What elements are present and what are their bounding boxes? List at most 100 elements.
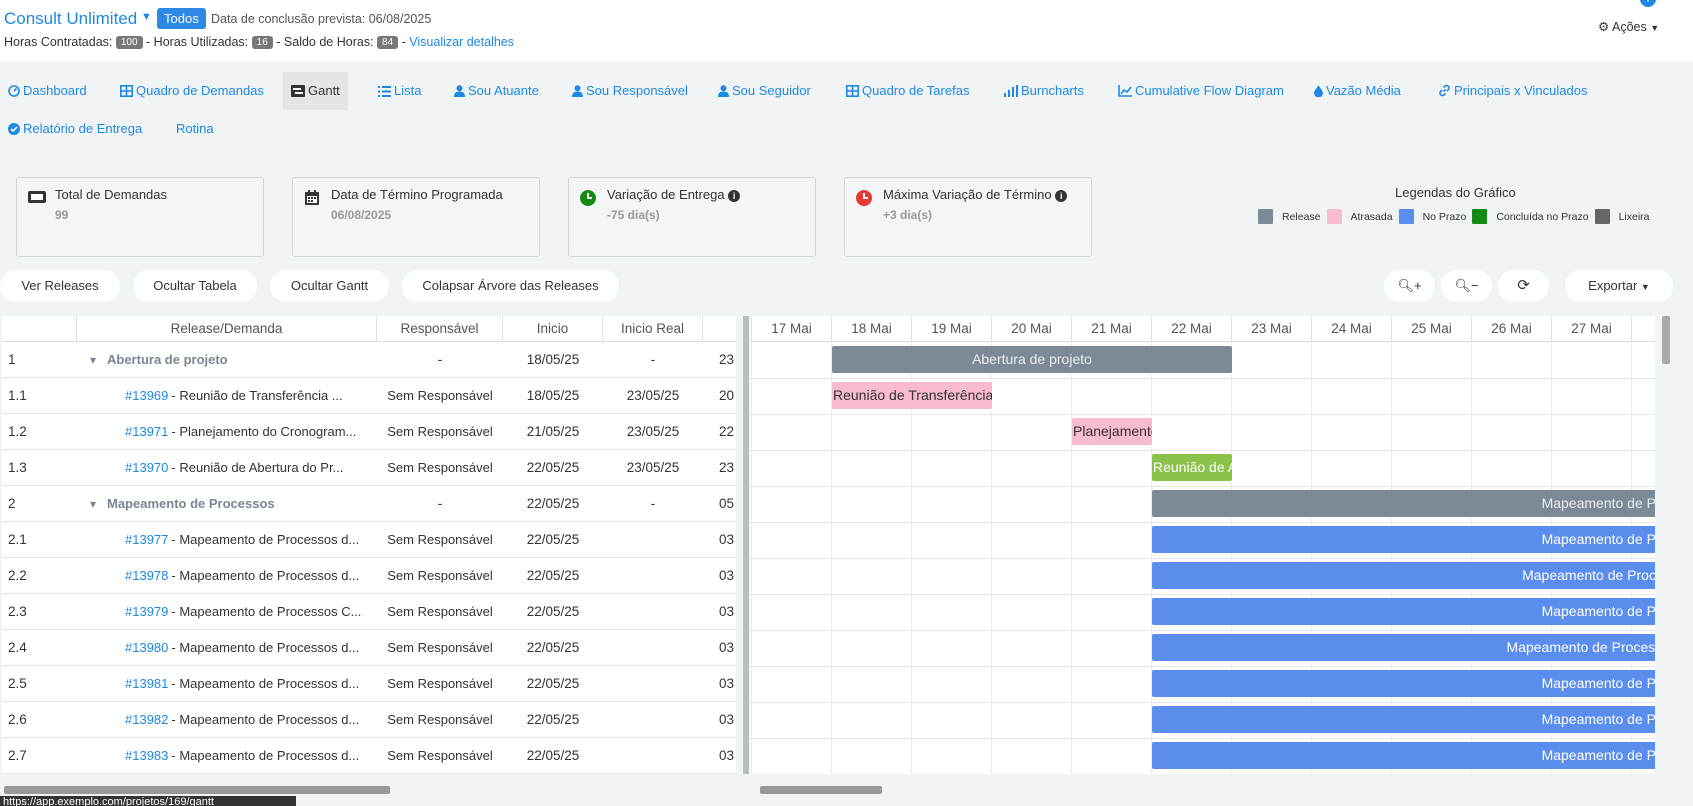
row-divider: [750, 594, 1655, 595]
responsible: Sem Responsável: [387, 460, 493, 475]
demand-id-link[interactable]: #13979: [125, 604, 169, 619]
zoom-in-button[interactable]: 🔍︎+: [1384, 270, 1435, 302]
start-date: 22/05/25: [526, 748, 580, 763]
refresh-button[interactable]: ⟳: [1498, 270, 1549, 302]
grid-header-responsible[interactable]: Responsável: [377, 316, 503, 342]
tab-cumulative-flow-diagram[interactable]: Cumulative Flow Diagram: [1110, 72, 1292, 110]
row-divider: [750, 630, 1655, 631]
grid-header-end[interactable]: [703, 316, 736, 342]
user-icon: [572, 83, 586, 98]
demand-id-link[interactable]: #13978: [125, 568, 169, 583]
caret-down-icon: ▼: [1640, 282, 1650, 292]
tab-vazao-media[interactable]: Vazão Média: [1306, 72, 1409, 110]
grid-header-start[interactable]: Inicio: [503, 316, 603, 342]
table-row[interactable]: 2.1 #13977- Mapeamento de Processos d... S…: [2, 522, 736, 558]
tab-principais-x-vinculados[interactable]: Principais x Vinculados: [1430, 72, 1595, 110]
tab-burncharts[interactable]: Burncharts: [996, 72, 1092, 110]
gantt-scrollbar-thumb[interactable]: [760, 786, 882, 794]
expand-toggle-icon[interactable]: ▾: [90, 353, 97, 367]
demand-id-link[interactable]: #13982: [125, 712, 169, 727]
end-date-partial: 23: [719, 352, 735, 367]
tab-rotina[interactable]: Rotina: [168, 110, 222, 148]
table-row[interactable]: 2.2 #13978- Mapeamento de Processos d... S…: [2, 558, 736, 594]
release-row[interactable]: 2 ▾ Mapeamento de Processos - 22/05/25 - 05: [2, 486, 736, 522]
info-icon[interactable]: i: [1055, 190, 1068, 202]
hide-gantt-button[interactable]: Ocultar Gantt: [270, 270, 389, 302]
chevron-down-icon[interactable]: ▼: [141, 11, 152, 23]
hide-table-button[interactable]: Ocultar Tabela: [133, 270, 257, 302]
task-bar[interactable]: Mapeamento de Processos: [1152, 526, 1655, 553]
task-bar[interactable]: Planejamento: [1072, 418, 1152, 445]
task-bar[interactable]: Mapeamento de Processos de: [1152, 562, 1655, 589]
demand-id-link[interactable]: #13977: [125, 532, 169, 547]
grid-scrollbar-thumb[interactable]: [4, 786, 390, 794]
grid-header-release[interactable]: Release/Demanda: [77, 316, 377, 342]
gantt-vscroll-thumb[interactable]: [1662, 316, 1670, 364]
legend-label: Lixeira: [1618, 211, 1650, 223]
tab-sou-responsavel[interactable]: Sou Responsável: [564, 72, 696, 110]
release-row[interactable]: 1 ▾ Abertura de projeto - 18/05/25 - 23: [2, 342, 736, 378]
demand-id-link[interactable]: #13969: [125, 388, 169, 403]
filter-badge[interactable]: Todos: [157, 8, 206, 29]
status-url: https://app.exemplo.com/projetos/169/gan…: [0, 796, 296, 806]
timeline-day: 17 Mai: [752, 316, 832, 342]
timeline-day: 24 Mai: [1312, 316, 1392, 342]
bar-chart-icon: [1004, 83, 1021, 98]
demand-id-link[interactable]: #13983: [125, 748, 169, 763]
table-row[interactable]: 2.4 #13980- Mapeamento de Processos d... S…: [2, 630, 736, 666]
release-name[interactable]: Abertura de projeto: [107, 352, 228, 367]
actions-label: Ações: [1612, 20, 1647, 34]
table-row[interactable]: 1.1 #13969- Reunião de Transferência ... S…: [2, 378, 736, 414]
info-icon[interactable]: i: [728, 190, 741, 202]
table-row[interactable]: 2.6 #13982- Mapeamento de Processos d... S…: [2, 702, 736, 738]
task-bar[interactable]: Reunião de Transferência: [832, 382, 992, 409]
demand-id-link[interactable]: #13970: [125, 460, 169, 475]
panel-splitter[interactable]: [743, 316, 749, 774]
info-icon[interactable]: i: [1640, 0, 1656, 7]
grid-header-real-start[interactable]: Inicio Real: [603, 316, 703, 342]
demand-id-link[interactable]: #13980: [125, 640, 169, 655]
details-link[interactable]: Visualizar detalhes: [409, 35, 514, 49]
tab-sou-atuante[interactable]: Sou Atuante: [446, 72, 547, 110]
task-bar[interactable]: Mapeamento de Processos: [1152, 706, 1655, 733]
responsible: Sem Responsável: [387, 568, 493, 583]
export-button[interactable]: Exportar ▼: [1565, 270, 1673, 302]
table-row[interactable]: 1.2 #13971- Planejamento do Cronogram... S…: [2, 414, 736, 450]
tab-sou-seguidor[interactable]: Sou Seguidor: [710, 72, 819, 110]
tab-quadro-de-tarefas[interactable]: Quadro de Tarefas: [838, 72, 977, 110]
release-bar[interactable]: Mapeamento de Processos: [1152, 490, 1655, 517]
task-bar[interactable]: Mapeamento de Processos de In: [1152, 634, 1655, 661]
collapse-tree-button[interactable]: Colapsar Árvore das Releases: [402, 270, 619, 302]
tab-relatorio-de-entrega[interactable]: Relatório de Entrega: [0, 110, 150, 148]
table-row[interactable]: 2.5 #13981- Mapeamento de Processos d... S…: [2, 666, 736, 702]
table-row[interactable]: 2.3 #13979- Mapeamento de Processos C... S…: [2, 594, 736, 630]
demand-id-link[interactable]: #13971: [125, 424, 169, 439]
task-bar[interactable]: Mapeamento de Processos: [1152, 670, 1655, 697]
tab-lista[interactable]: Lista: [370, 72, 429, 110]
table-row[interactable]: 1.3 #13970- Reunião de Abertura do Pr... S…: [2, 450, 736, 486]
row-divider: [750, 702, 1655, 703]
bar-label: Mapeamento de Processos: [1541, 495, 1655, 511]
task-bar[interactable]: Mapeamento de Processos: [1152, 742, 1655, 769]
wbs-number: 1.2: [8, 424, 27, 439]
release-name[interactable]: Mapeamento de Processos: [107, 496, 275, 511]
demand-title: - Mapeamento de Processos d...: [171, 640, 360, 655]
real-start-date: -: [650, 352, 656, 367]
demand-id-link[interactable]: #13981: [125, 676, 169, 691]
task-bar[interactable]: Mapeamento de Processos: [1152, 598, 1655, 625]
actions-menu[interactable]: ⚙ Ações ▼: [1598, 19, 1659, 34]
view-releases-button[interactable]: Ver Releases: [0, 270, 120, 302]
project-selector[interactable]: Consult Unlimited: [4, 9, 138, 28]
zoom-out-button[interactable]: 🔍︎−: [1441, 270, 1492, 302]
table-row[interactable]: 2.7 #13983- Mapeamento de Processos d... S…: [2, 738, 736, 774]
tab-dashboard[interactable]: Dashboard: [0, 72, 95, 110]
end-date-partial: 03: [719, 640, 735, 655]
release-bar[interactable]: Abertura de projeto: [832, 346, 1232, 373]
start-date: 22/05/25: [526, 496, 580, 511]
tab-quadro-de-demandas[interactable]: Quadro de Demandas: [112, 72, 272, 110]
expand-toggle-icon[interactable]: ▾: [90, 497, 97, 511]
task-bar[interactable]: Reunião de Abertura: [1152, 454, 1232, 481]
demand-title: - Reunião de Transferência ...: [171, 388, 343, 403]
demand-cell: #13980- Mapeamento de Processos d...: [125, 630, 359, 666]
tab-gantt[interactable]: Gantt: [283, 72, 348, 110]
